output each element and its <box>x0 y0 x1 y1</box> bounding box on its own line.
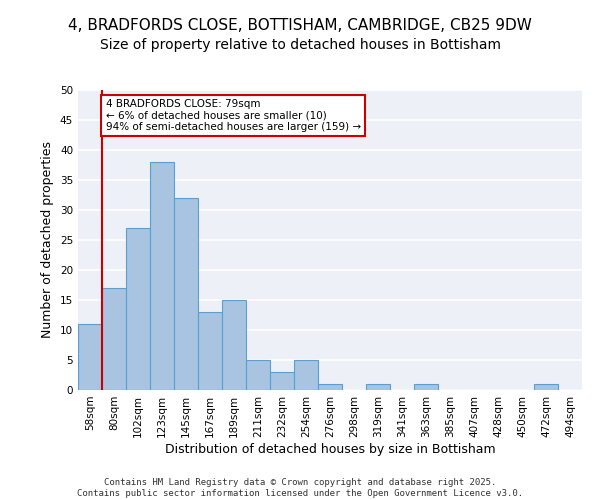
Bar <box>222 300 246 390</box>
Text: 4, BRADFORDS CLOSE, BOTTISHAM, CAMBRIDGE, CB25 9DW: 4, BRADFORDS CLOSE, BOTTISHAM, CAMBRIDGE… <box>68 18 532 32</box>
Y-axis label: Number of detached properties: Number of detached properties <box>41 142 55 338</box>
Bar <box>126 228 150 390</box>
Bar <box>78 324 102 390</box>
Text: Contains HM Land Registry data © Crown copyright and database right 2025.
Contai: Contains HM Land Registry data © Crown c… <box>77 478 523 498</box>
Bar <box>366 384 390 390</box>
Bar <box>414 384 438 390</box>
Bar <box>246 360 270 390</box>
Bar <box>294 360 318 390</box>
X-axis label: Distribution of detached houses by size in Bottisham: Distribution of detached houses by size … <box>164 442 496 456</box>
Bar <box>270 372 294 390</box>
Bar <box>534 384 558 390</box>
Bar <box>150 162 174 390</box>
Bar <box>318 384 342 390</box>
Text: 4 BRADFORDS CLOSE: 79sqm
← 6% of detached houses are smaller (10)
94% of semi-de: 4 BRADFORDS CLOSE: 79sqm ← 6% of detache… <box>106 99 361 132</box>
Bar <box>198 312 222 390</box>
Bar <box>174 198 198 390</box>
Bar <box>102 288 126 390</box>
Text: Size of property relative to detached houses in Bottisham: Size of property relative to detached ho… <box>100 38 500 52</box>
